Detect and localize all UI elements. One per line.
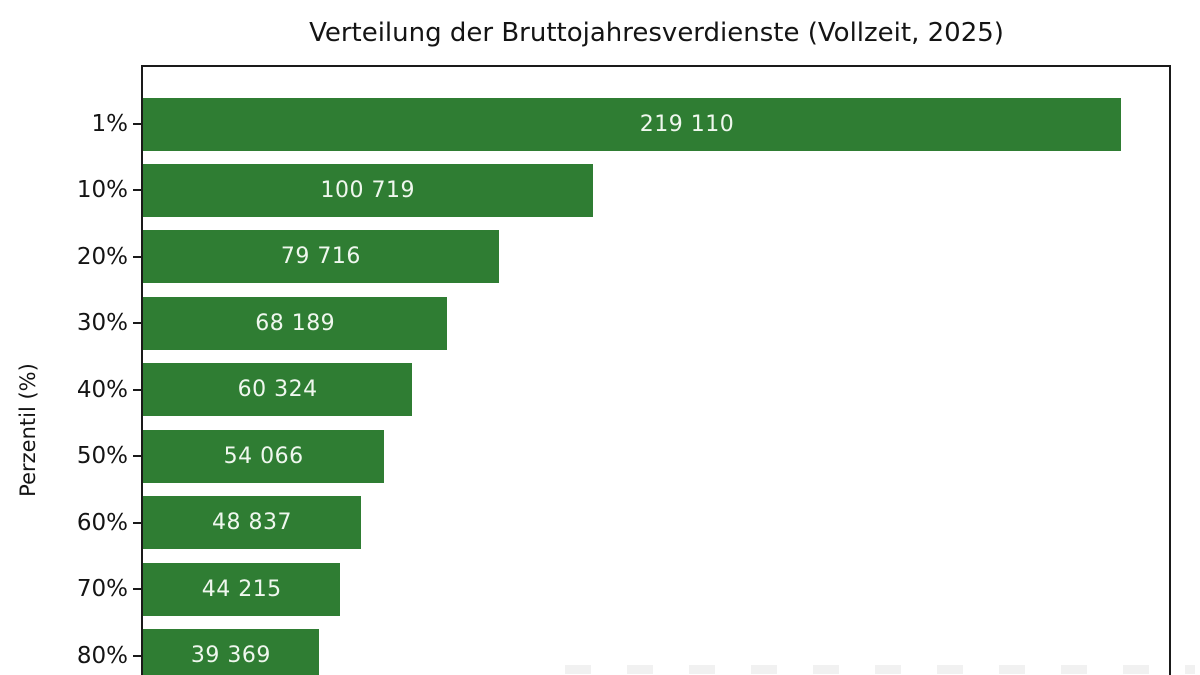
y-tick-mark (133, 455, 141, 458)
y-tick-label: 1% (91, 111, 129, 137)
y-tick-mark (133, 123, 141, 125)
bar-value-label: 39 369 (190, 643, 271, 669)
bar: 79 716 (143, 230, 499, 284)
y-tick-label: 70% (76, 576, 128, 603)
y-tick-mark (133, 322, 141, 325)
bar-value-label: 60 324 (237, 377, 318, 403)
y-tick-label: 80% (76, 642, 128, 669)
bar-value-label: 48 837 (212, 510, 292, 536)
bar: 100 719 (143, 163, 593, 217)
y-tick-label: 40% (76, 376, 128, 403)
y-tick-mark (133, 588, 141, 591)
bar: 68 189 (143, 296, 448, 350)
y-tick-label: 20% (76, 243, 128, 270)
bar: 39 369 (143, 629, 319, 675)
y-tick-mark (133, 388, 141, 391)
y-tick-mark (133, 255, 141, 258)
y-tick-label: 10% (76, 177, 128, 204)
bar-value-label: 54 066 (223, 443, 304, 469)
y-tick-label: 50% (76, 443, 128, 470)
bar-value-label: 44 215 (201, 576, 282, 602)
y-tick-label: 60% (76, 509, 128, 536)
bar-value-label: 219 110 (639, 111, 735, 137)
y-tick-mark (133, 521, 141, 524)
bar: 54 066 (143, 429, 385, 483)
y-tick-mark (133, 654, 141, 657)
cropped-bottom-artifact (565, 665, 1195, 674)
y-tick-label: 30% (76, 310, 128, 337)
bar-value-label: 68 189 (255, 310, 336, 336)
bar: 60 324 (143, 363, 413, 417)
chart-title: Verteilung der Bruttojahresverdienste (V… (309, 18, 1004, 48)
y-tick-mark (133, 189, 141, 192)
bar: 44 215 (143, 562, 341, 616)
bar: 48 837 (143, 496, 361, 550)
bar-value-label: 79 716 (280, 244, 361, 270)
bar: 219 110 (143, 97, 1122, 151)
plot-area: 219 110 100 719 79 716 68 189 60 324 54 066 48… (141, 65, 1171, 675)
bar-value-label: 100 719 (320, 177, 416, 203)
